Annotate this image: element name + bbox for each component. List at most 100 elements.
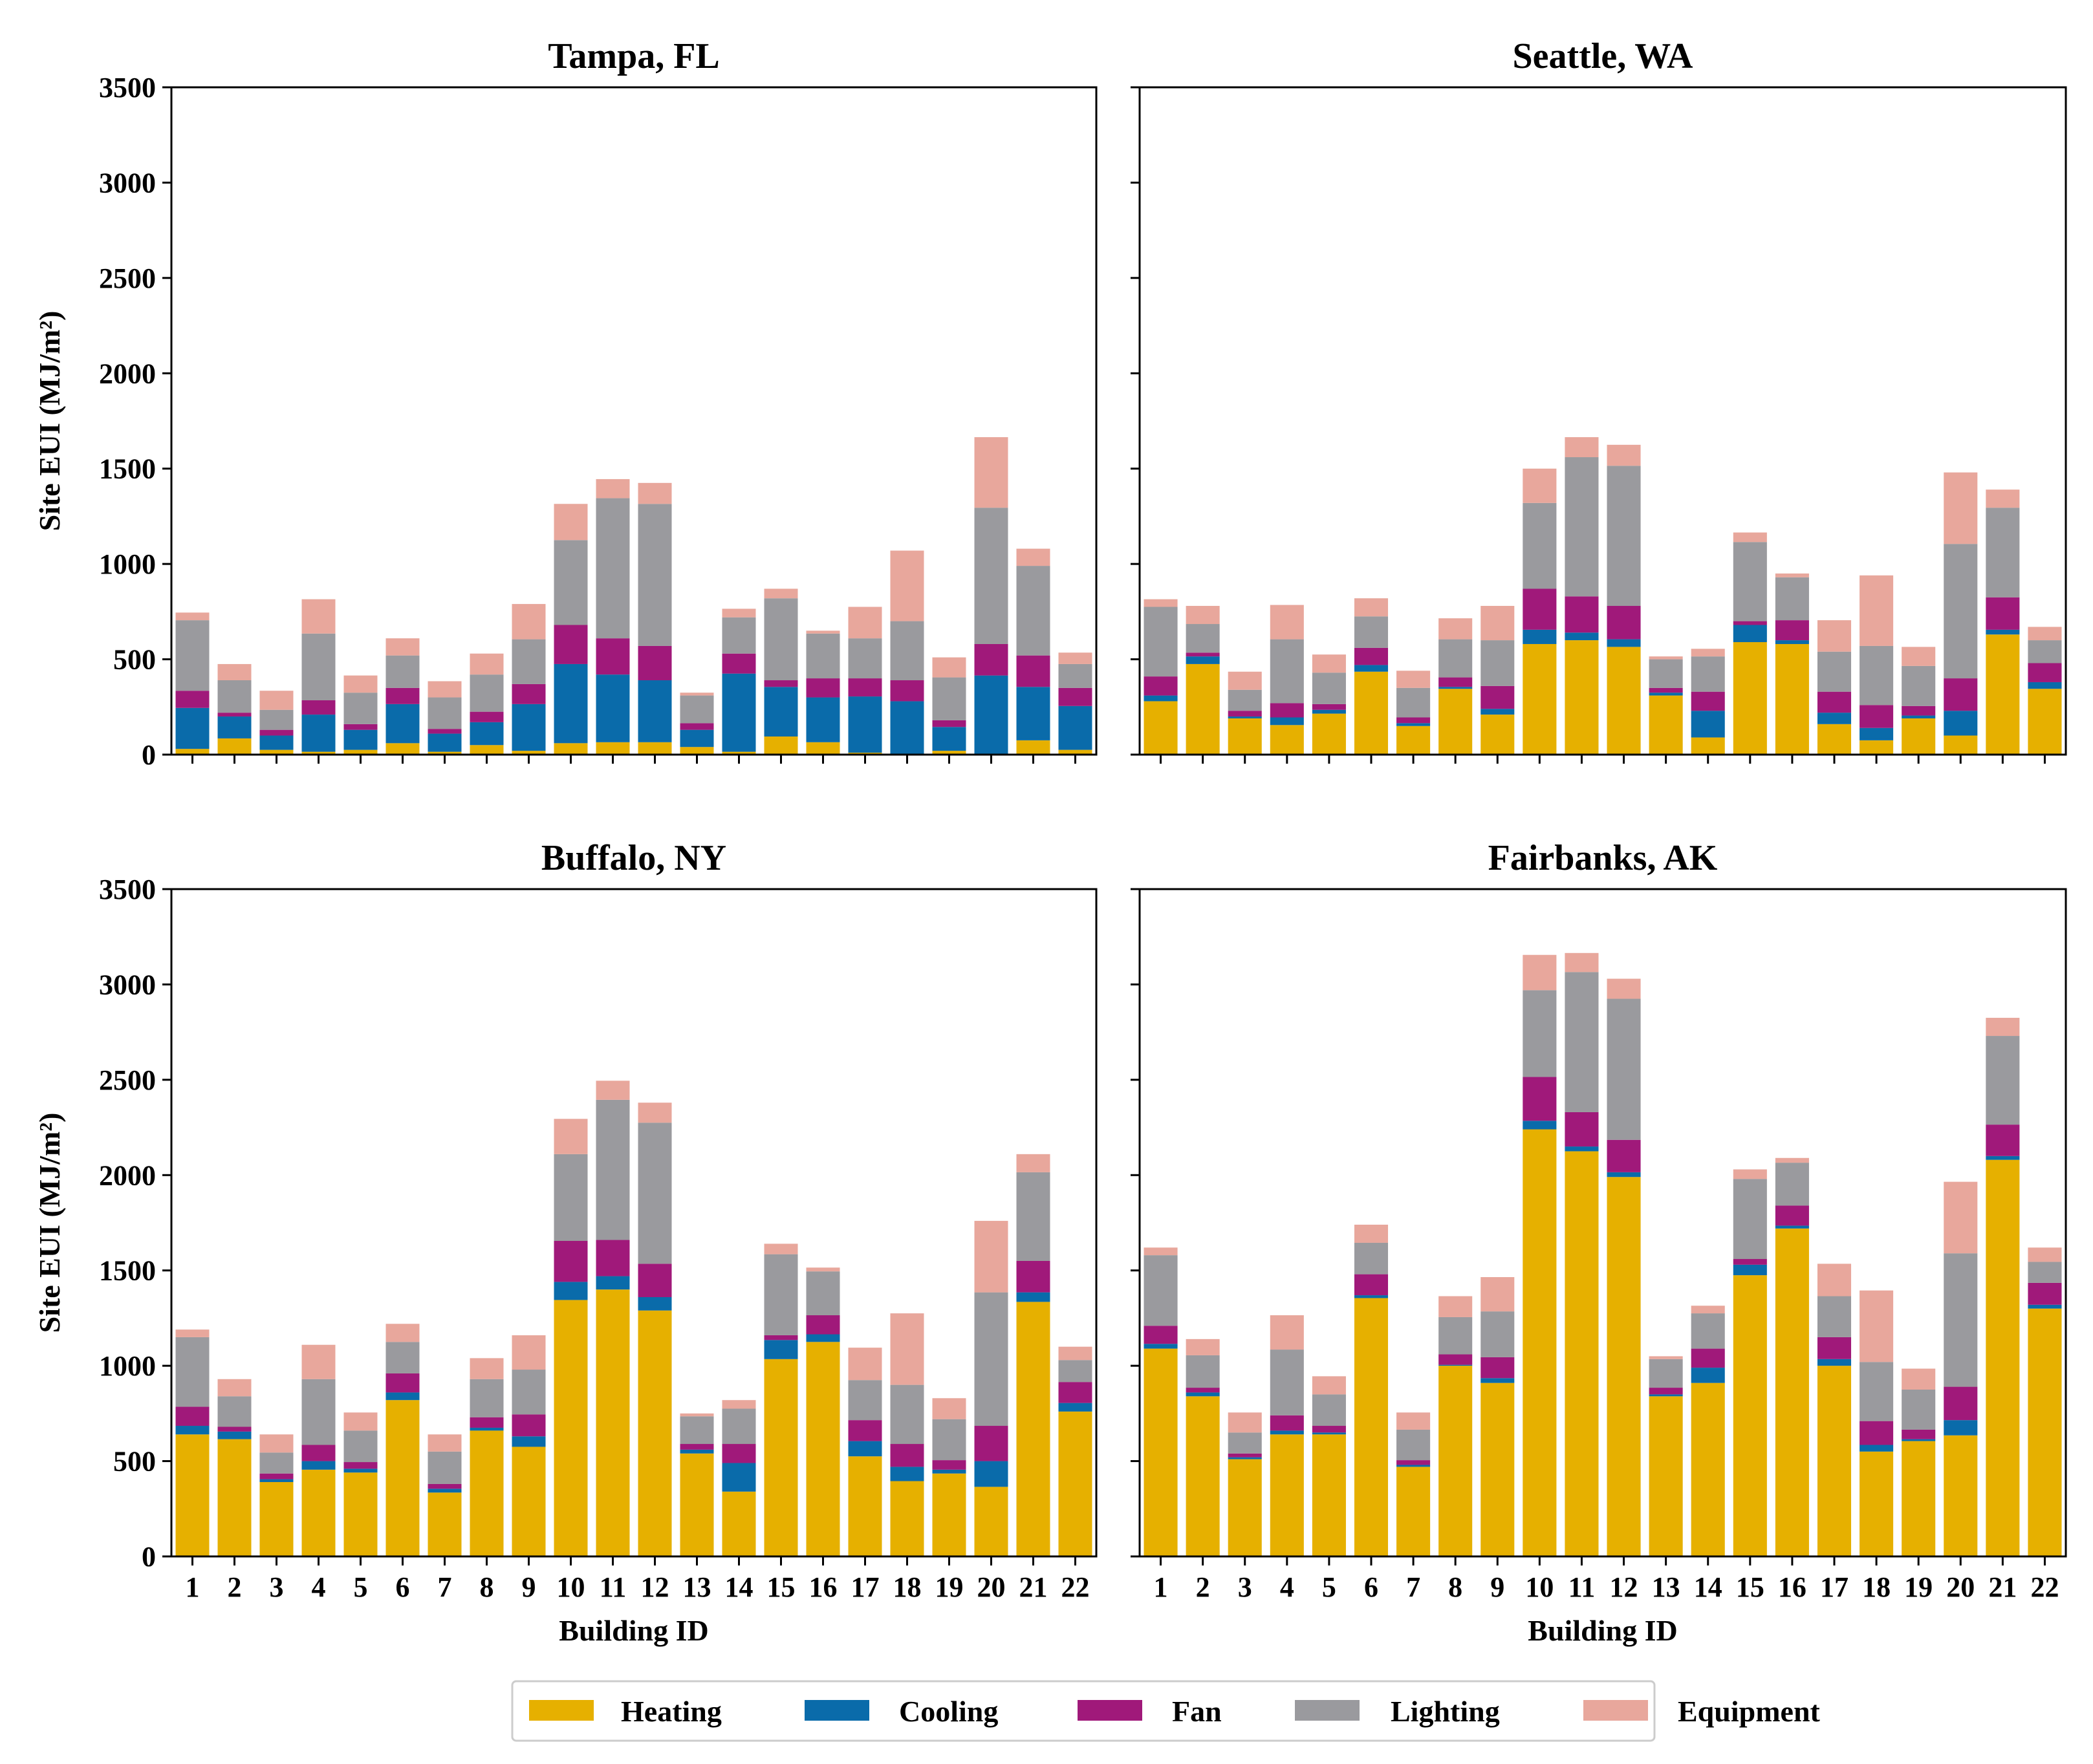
- bar-heating-building-22: [2028, 689, 2062, 755]
- bar-lighting-building-7: [428, 1451, 462, 1484]
- bar-fan-building-11: [1565, 596, 1599, 633]
- bar-heating-building-6: [385, 1400, 420, 1556]
- bar-cooling-building-17: [848, 696, 882, 753]
- bar-fan-building-2: [1186, 1388, 1220, 1393]
- bar-fan-building-21: [1986, 1124, 2020, 1156]
- bar-lighting-building-1: [1144, 1255, 1178, 1326]
- plot-frame: [170, 888, 1098, 1558]
- bar-fan-building-17: [848, 678, 882, 697]
- bar-lighting-building-15: [1733, 1179, 1767, 1260]
- bar-equipment-building-16: [1775, 1157, 1809, 1163]
- bar-lighting-building-14: [1691, 1313, 1725, 1349]
- bar-lighting-building-10: [1523, 502, 1557, 589]
- x-axis: 1 2 3 4 5 6 7 8 9 10 11 12 13 14 15 16 17 18 19 20 21 22: [1154, 1556, 2059, 1603]
- bar-lighting-building-5: [1312, 672, 1346, 704]
- bar-cooling-building-6: [385, 1392, 420, 1401]
- bar-fan-building-8: [470, 711, 504, 722]
- bar-heating-building-10: [1523, 1129, 1557, 1556]
- y-tick-label: 3500: [99, 874, 156, 905]
- x-tick-label: 14: [725, 1571, 754, 1603]
- bar-cooling-building-12: [1607, 1172, 1641, 1178]
- bar-lighting-building-3: [1228, 689, 1262, 711]
- bar-equipment-building-21: [1016, 1154, 1050, 1172]
- bar-lighting-building-11: [1565, 972, 1599, 1112]
- bar-equipment-building-14: [1691, 1306, 1725, 1314]
- bar-equipment-building-4: [301, 599, 336, 634]
- bar-equipment-building-7: [428, 1434, 462, 1452]
- bar-cooling-building-14: [1691, 711, 1725, 738]
- bar-lighting-building-16: [1775, 577, 1809, 621]
- bar-equipment-building-7: [428, 681, 462, 698]
- bar-lighting-building-1: [175, 620, 210, 691]
- bar-equipment-building-1: [1144, 1247, 1178, 1256]
- x-tick-label: 10: [1525, 1571, 1554, 1603]
- bar-lighting-building-7: [1396, 687, 1431, 718]
- bar-cooling-building-10: [1523, 1121, 1557, 1130]
- x-tick-label: 17: [1820, 1571, 1849, 1603]
- bar-fan-building-18: [1860, 705, 1894, 728]
- bar-heating-building-20: [1944, 1435, 1978, 1556]
- bar-fan-building-15: [1733, 1259, 1767, 1265]
- bar-lighting-building-21: [1016, 566, 1050, 656]
- panel-title: Buffalo, NY: [541, 838, 726, 878]
- bar-fan-building-3: [1228, 1453, 1262, 1457]
- y-tick-label: 1000: [99, 1350, 156, 1382]
- bar-lighting-building-14: [722, 617, 756, 654]
- bar-equipment-building-2: [1186, 606, 1220, 625]
- bar-equipment-building-15: [764, 1243, 798, 1254]
- bar-lighting-building-20: [1944, 544, 1978, 679]
- bar-fan-building-5: [1312, 704, 1346, 710]
- bar-cooling-building-11: [596, 674, 630, 742]
- x-tick-label: 7: [438, 1571, 452, 1603]
- y-tick-label: 3000: [99, 969, 156, 1000]
- bar-fan-building-8: [1438, 1354, 1473, 1365]
- bar-cooling-building-2: [1186, 656, 1220, 664]
- bar-heating-building-11: [1565, 1151, 1599, 1556]
- x-tick-label: 19: [935, 1571, 964, 1603]
- bar-heating-building-3: [1228, 1459, 1262, 1556]
- bar-cooling-building-11: [1565, 1146, 1599, 1152]
- bar-cooling-building-9: [512, 1436, 546, 1447]
- bar-heating-building-14: [1691, 1382, 1725, 1556]
- bar-cooling-building-12: [638, 1296, 672, 1311]
- bar-heating-building-7: [428, 1492, 462, 1556]
- bar-fan-building-7: [1396, 1460, 1431, 1465]
- bar-heating-building-7: [1396, 1467, 1431, 1556]
- bar-cooling-building-22: [1058, 705, 1092, 750]
- legend-label-cooling: Cooling: [899, 1695, 998, 1728]
- legend-swatch-fan: [1078, 1700, 1142, 1721]
- bar-fan-building-13: [1649, 1388, 1683, 1395]
- x-tick-label: 6: [1364, 1571, 1378, 1603]
- bar-fan-building-5: [1312, 1426, 1346, 1433]
- bar-fan-building-17: [848, 1420, 882, 1441]
- bar-lighting-building-11: [596, 1099, 630, 1240]
- bar-lighting-building-17: [848, 638, 882, 679]
- x-tick-label: 8: [1448, 1571, 1462, 1603]
- bar-heating-building-11: [596, 1289, 630, 1556]
- bar-heating-building-1: [1144, 1348, 1178, 1556]
- bar-lighting-building-21: [1986, 1036, 2020, 1125]
- bar-fan-building-3: [259, 729, 294, 736]
- bar-lighting-building-8: [470, 1379, 504, 1417]
- bar-equipment-building-10: [1523, 468, 1557, 503]
- bar-heating-building-22: [1058, 749, 1092, 755]
- bar-cooling-building-14: [722, 673, 756, 752]
- bar-equipment-building-6: [385, 638, 420, 656]
- bar-lighting-building-13: [680, 1416, 714, 1445]
- x-axis-label: Building ID: [559, 1614, 708, 1647]
- bar-fan-building-12: [638, 645, 672, 680]
- bar-heating-building-13: [680, 747, 714, 755]
- bar-lighting-building-8: [470, 674, 504, 712]
- bar-cooling-building-13: [680, 729, 714, 748]
- bar-lighting-building-17: [848, 1380, 882, 1421]
- bar-fan-building-15: [1733, 621, 1767, 625]
- legend-swatch-equipment: [1583, 1700, 1648, 1721]
- panel-buffalo-ny: Buffalo, NY 0 500 1000 1500 2000 2500 3000 3500 1…: [33, 838, 1098, 1647]
- x-tick-label: 3: [270, 1571, 284, 1603]
- bar-heating-building-21: [1986, 634, 2020, 755]
- bar-equipment-building-15: [1733, 1169, 1767, 1179]
- bar-fan-building-1: [1144, 1326, 1178, 1344]
- x-axis: 1 2 3 4 5 6 7 8 9 10 11 12 13 14 15 16 17 18 19 20 21 22: [186, 1556, 1090, 1603]
- bar-fan-building-6: [385, 687, 420, 704]
- bar-fan-building-18: [890, 680, 924, 702]
